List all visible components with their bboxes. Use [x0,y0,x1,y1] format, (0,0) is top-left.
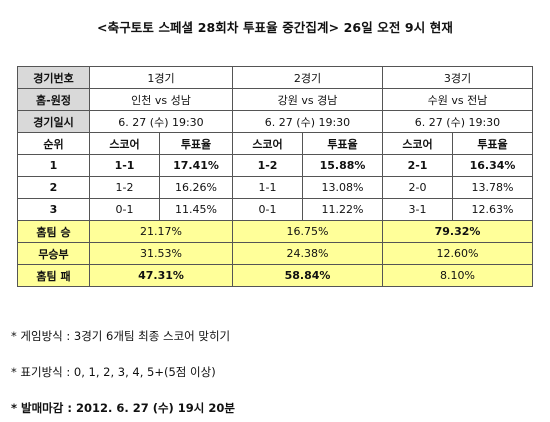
page-title: <축구토토 스페셜 28회차 투표율 중간집계> 26일 오전 9시 현재 [97,20,453,35]
game-3-home-loss: 8.10% [382,264,533,287]
game-2-rate-header: 투표율 [302,132,383,155]
game-2-rank-3-score: 0-1 [232,198,303,221]
game-1-rank-3-rate: 11.45% [159,198,233,221]
game-2-matchup: 강원 vs 경남 [232,88,383,111]
game-1-matchup: 인천 vs 성남 [89,88,233,111]
rank-3-row: 3 0-1 11.45% 0-1 11.22% 3-1 12.63% [17,198,533,221]
game-1-datetime: 6. 27 (수) 19:30 [89,110,233,133]
home-win-row: 홈팀 승 21.17% 16.75% 79.32% [17,220,533,243]
game-1-number: 1경기 [89,66,233,89]
home-loss-row: 홈팀 패 47.31% 58.84% 8.10% [17,264,533,287]
row-label-home-win: 홈팀 승 [17,220,90,243]
game-2-rank-3-rate: 11.22% [302,198,383,221]
row-label-game-date: 경기일시 [17,110,90,133]
note-game-method: * 게임방식 : 3경기 6개팀 최종 스코어 맞히기 [11,329,231,343]
matchup-row: 홈-원정 인천 vs 성남 강원 vs 경남 수원 vs 전남 [17,88,533,111]
game-2-rank-1-rate: 15.88% [302,154,383,177]
game-2-rank-1-score: 1-2 [232,154,303,177]
game-3-number: 3경기 [382,66,533,89]
game-1-rank-2-rate: 16.26% [159,176,233,199]
game-2-home-win: 16.75% [232,220,383,243]
game-2-number: 2경기 [232,66,383,89]
draw-row: 무승부 31.53% 24.38% 12.60% [17,242,533,265]
game-2-rank-2-score: 1-1 [232,176,303,199]
rank-2-row: 2 1-2 16.26% 1-1 13.08% 2-0 13.78% [17,176,533,199]
rank-cell: 1 [17,154,90,177]
game-2-datetime: 6. 27 (수) 19:30 [232,110,383,133]
game-3-rate-header: 투표율 [452,132,533,155]
rank-1-row: 1 1-1 17.41% 1-2 15.88% 2-1 16.34% [17,154,533,177]
game-1-draw: 31.53% [89,242,233,265]
game-3-rank-3-rate: 12.63% [452,198,533,221]
row-label-home-away: 홈-원정 [17,88,90,111]
game-1-rank-1-score: 1-1 [89,154,160,177]
game-3-home-win: 79.32% [382,220,533,243]
game-1-score-header: 스코어 [89,132,160,155]
game-1-rank-3-score: 0-1 [89,198,160,221]
game-3-rank-1-rate: 16.34% [452,154,533,177]
game-2-home-loss: 58.84% [232,264,383,287]
row-label-rank: 순위 [17,132,90,155]
rank-cell: 3 [17,198,90,221]
game-2-score-header: 스코어 [232,132,303,155]
note-notation: * 표기방식 : 0, 1, 2, 3, 4, 5+(5점 이상) [11,365,216,379]
game-1-rank-1-rate: 17.41% [159,154,233,177]
game-3-draw: 12.60% [382,242,533,265]
game-2-rank-2-rate: 13.08% [302,176,383,199]
game-1-home-win: 21.17% [89,220,233,243]
vote-rate-table: 경기번호 1경기 2경기 3경기 홈-원정 인천 vs 성남 강원 vs 경남 … [17,66,533,287]
game-3-score-header: 스코어 [382,132,453,155]
game-3-rank-1-score: 2-1 [382,154,453,177]
game-2-draw: 24.38% [232,242,383,265]
game-3-rank-2-score: 2-0 [382,176,453,199]
rank-cell: 2 [17,176,90,199]
note-sales-deadline: * 발매마감 : 2012. 6. 27 (수) 19시 20분 [11,401,235,415]
row-label-game-no: 경기번호 [17,66,90,89]
game-3-rank-3-score: 3-1 [382,198,453,221]
game-3-rank-2-rate: 13.78% [452,176,533,199]
game-1-rate-header: 투표율 [159,132,233,155]
game-number-row: 경기번호 1경기 2경기 3경기 [17,66,533,89]
row-label-home-loss: 홈팀 패 [17,264,90,287]
datetime-row: 경기일시 6. 27 (수) 19:30 6. 27 (수) 19:30 6. … [17,110,533,133]
game-1-rank-2-score: 1-2 [89,176,160,199]
column-header-row: 순위 스코어 투표율 스코어 투표율 스코어 투표율 [17,132,533,155]
game-3-datetime: 6. 27 (수) 19:30 [382,110,533,133]
game-1-home-loss: 47.31% [89,264,233,287]
row-label-draw: 무승부 [17,242,90,265]
game-3-matchup: 수원 vs 전남 [382,88,533,111]
